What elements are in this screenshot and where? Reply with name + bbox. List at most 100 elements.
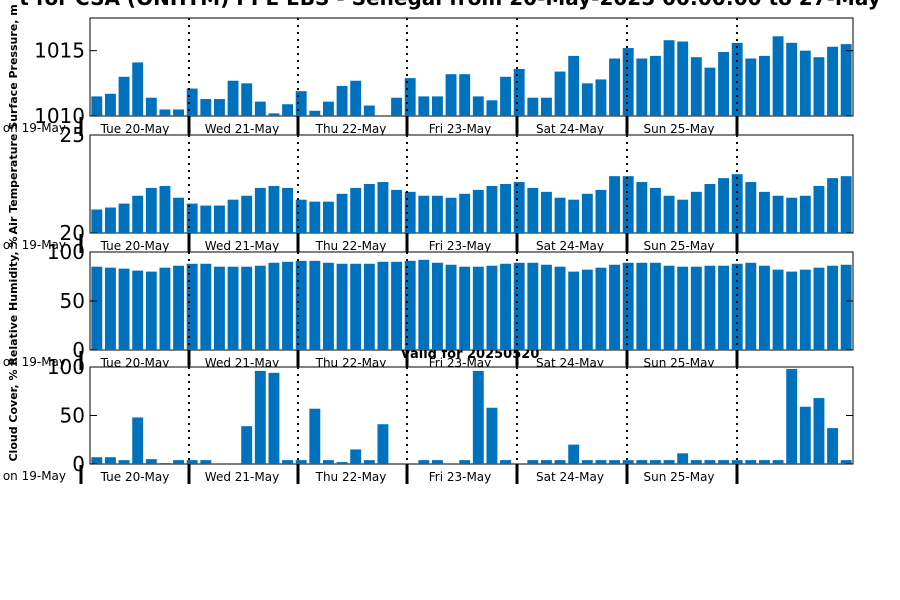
bar — [350, 187, 362, 233]
bar — [745, 58, 757, 116]
day-label: Fri 23-May — [429, 122, 492, 136]
bar — [309, 110, 321, 116]
bar — [677, 266, 689, 350]
bar — [254, 265, 266, 350]
bar — [840, 176, 852, 233]
day-label: Sat 24-May — [536, 239, 604, 253]
bar — [91, 266, 103, 350]
bar — [363, 263, 375, 350]
bar — [813, 185, 825, 233]
bar — [363, 184, 375, 233]
day-label: Sun 25-May — [643, 470, 714, 484]
bar — [813, 57, 825, 116]
start-label: on 19-May — [3, 121, 66, 135]
day-label: Wed 21-May — [205, 122, 279, 136]
bar — [322, 201, 334, 233]
bar — [241, 266, 253, 350]
bar — [254, 187, 266, 233]
bar — [336, 193, 348, 233]
bar — [595, 460, 607, 464]
day-label: Wed 21-May — [205, 239, 279, 253]
bar — [200, 205, 212, 233]
bar — [91, 96, 103, 116]
bar — [227, 266, 239, 350]
day-label: Fri 23-May — [429, 470, 492, 484]
y-tick-label: 100 — [47, 240, 85, 264]
bar — [132, 417, 144, 464]
bar — [472, 266, 484, 350]
bar — [377, 424, 389, 464]
bar — [581, 460, 593, 464]
bar — [282, 261, 294, 350]
bar — [377, 182, 389, 233]
bar — [213, 205, 225, 233]
bar — [118, 203, 130, 233]
bar — [840, 264, 852, 350]
bar — [813, 267, 825, 350]
day-label: Sun 25-May — [643, 239, 714, 253]
bar — [241, 83, 253, 116]
bar — [295, 260, 307, 350]
bar — [404, 260, 416, 350]
bar — [677, 453, 689, 464]
bar — [636, 262, 648, 350]
bar — [704, 265, 716, 350]
bar — [636, 460, 648, 464]
bar — [118, 268, 130, 350]
bar — [718, 178, 730, 233]
bar — [513, 182, 525, 233]
bar — [350, 449, 362, 464]
bar — [431, 262, 443, 350]
bar — [322, 262, 334, 350]
bar — [227, 80, 239, 116]
bar — [704, 184, 716, 233]
bar — [241, 195, 253, 233]
bar — [159, 185, 171, 233]
bar — [431, 195, 443, 233]
bar — [649, 262, 661, 350]
bar — [622, 176, 634, 233]
y-tick-label: 0 — [72, 452, 85, 476]
day-label: Fri 23-May — [429, 239, 492, 253]
bar — [282, 187, 294, 233]
bar — [786, 42, 798, 116]
bar — [718, 460, 730, 464]
bar — [799, 406, 811, 464]
bar — [472, 189, 484, 233]
bar — [595, 267, 607, 350]
bar — [813, 398, 825, 464]
bar — [418, 195, 430, 233]
bar — [459, 193, 471, 233]
bar — [186, 88, 198, 116]
bar — [840, 460, 852, 464]
bar — [404, 191, 416, 233]
bar — [145, 459, 157, 464]
bar — [758, 191, 770, 233]
bar — [268, 113, 280, 116]
bar — [772, 269, 784, 350]
day-label: Sat 24-May — [536, 470, 604, 484]
bar — [718, 51, 730, 117]
y-tick-label: 1015 — [34, 39, 85, 63]
bar — [336, 462, 348, 464]
bar — [827, 265, 839, 350]
y-tick-label: 100 — [47, 355, 85, 379]
bar — [418, 460, 430, 464]
bar — [104, 93, 116, 116]
plot-area-4 — [89, 366, 854, 465]
bar — [568, 444, 580, 464]
bar — [636, 58, 648, 116]
bar — [827, 46, 839, 116]
bar — [799, 269, 811, 350]
bar — [186, 460, 198, 464]
bar — [581, 269, 593, 350]
bar — [690, 266, 702, 350]
bar — [745, 460, 757, 464]
bar — [91, 457, 103, 464]
y-axis-label: Cloud Cover, % — [7, 369, 20, 461]
bar — [786, 197, 798, 233]
bar — [568, 55, 580, 116]
bar — [500, 263, 512, 350]
